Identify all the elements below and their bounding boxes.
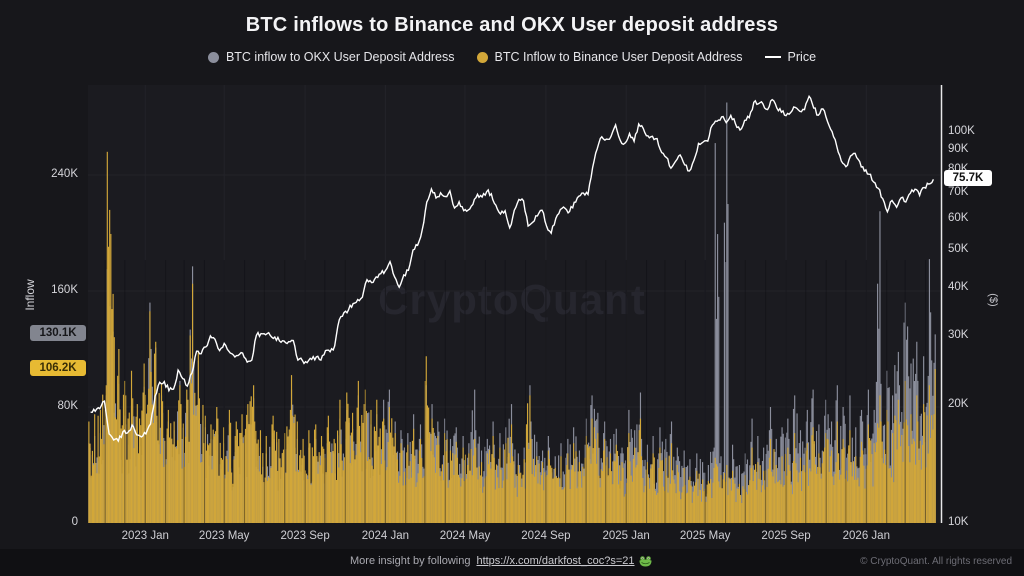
cryptoquant-watermark: CryptoQuant <box>378 276 646 323</box>
price-axis-tick-label: 20K <box>948 398 969 411</box>
chart-legend: BTC inflow to OKX User Deposit Address B… <box>0 50 1024 64</box>
price-legend-line-icon <box>764 56 781 58</box>
right-axis-title: ($) <box>987 293 999 307</box>
footer-bar: More insight by following https://x.com/… <box>0 549 1024 576</box>
price-axis-tick-label: 60K <box>948 211 969 224</box>
binance-latest-value-badge: 106.2K <box>30 360 86 376</box>
left-axis-title: Inflow <box>23 279 37 311</box>
price-axis-tick-label: 90K <box>948 142 969 155</box>
x-axis-tick-label: 2023 Sep <box>280 530 330 542</box>
x-axis-tick-label: 2024 May <box>439 530 491 542</box>
legend-item-binance[interactable]: BTC Inflow to Binance User Deposit Addre… <box>476 50 743 64</box>
legend-label-price: Price <box>787 50 817 64</box>
price-axis-tick-label: 30K <box>948 329 969 342</box>
footer-insight-text: More insight by following <box>350 555 471 567</box>
legend-item-okx[interactable]: BTC inflow to OKX User Deposit Address <box>207 50 455 64</box>
y-axis-tick-label: 80K <box>57 400 78 412</box>
footer-copyright: © CryptoQuant. All rights reserved <box>860 556 1012 567</box>
binance-inflow-bars <box>88 151 936 524</box>
price-axis-tick-label: 50K <box>948 242 969 255</box>
month-separators <box>104 260 927 523</box>
x-axis-tick-label: 2023 May <box>198 530 250 542</box>
price-axis-tick-label: 70K <box>948 185 969 198</box>
price-axis-tick-label: 10K <box>948 516 969 528</box>
y-axis-tick-label: 240K <box>51 168 78 180</box>
x-axis-tick-label: 2025 Jan <box>602 530 650 542</box>
legend-item-price[interactable]: Price <box>764 50 817 64</box>
page-title: BTC inflows to Binance and OKX User depo… <box>245 14 779 36</box>
okx-latest-value-badge: 130.1K <box>30 325 86 342</box>
x-axis-tick-label: 2024 Sep <box>521 530 571 542</box>
footer-insight-link[interactable]: https://x.com/darkfost_coc?s=21 <box>476 555 635 567</box>
okx-legend-dot-icon <box>207 51 219 63</box>
legend-label-binance: BTC Inflow to Binance User Deposit Addre… <box>494 50 743 64</box>
plot-background <box>88 85 940 523</box>
legend-label-okx: BTC inflow to OKX User Deposit Address <box>225 50 455 64</box>
price-latest-value-badge: 75.7K <box>944 170 992 187</box>
price-axis-tick-label: 100K <box>948 125 975 137</box>
x-axis-tick-label: 2025 May <box>679 530 731 542</box>
price-line <box>90 94 935 443</box>
x-axis-tick-label: 2023 Jan <box>121 530 169 542</box>
binance-legend-dot-icon <box>476 51 488 63</box>
y-axis-tick-label: 160K <box>51 284 78 296</box>
y-axis-tick-label: 0 <box>71 516 78 528</box>
price-axis-tick-label: 40K <box>948 280 969 293</box>
footer-insight: More insight by following https://x.com/… <box>350 555 652 567</box>
x-axis-tick-label: 2026 Jan <box>842 530 890 542</box>
x-axis-tick-label: 2024 Jan <box>361 530 410 542</box>
x-axis-tick-label: 2025 Sep <box>761 530 811 542</box>
frog-emoji <box>639 555 652 566</box>
